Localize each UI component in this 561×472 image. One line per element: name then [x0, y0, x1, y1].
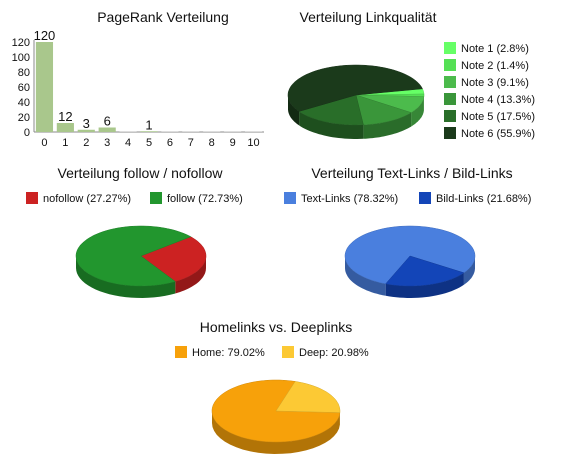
pie-slice-side: [76, 256, 176, 298]
data-label: 6: [104, 114, 111, 129]
pie-slice: [298, 94, 364, 126]
bar: [56, 123, 74, 132]
chart-linkqualitaet: Verteilung Linkqualität Note 1 (2.8%) Note…: [287, 9, 535, 140]
pie-slice-side: [345, 256, 386, 296]
chart-title: Verteilung Linkqualität: [300, 9, 437, 25]
pie-slice-side: [463, 256, 475, 285]
x-tick-label: 8: [209, 137, 215, 149]
legend-swatch: [444, 42, 456, 54]
y-tick-label: 40: [18, 97, 30, 109]
y-tick-label: 60: [18, 82, 30, 94]
pie-slice-side: [288, 95, 300, 126]
bar: [98, 127, 116, 132]
x-tick-label: 10: [247, 137, 259, 149]
y-tick-label: 100: [12, 52, 30, 64]
legend-swatch: [444, 110, 456, 122]
pie-slice: [275, 381, 341, 413]
legend-label: nofollow (27.27%): [43, 193, 131, 205]
data-label: 1: [145, 117, 152, 132]
legend-swatch: [282, 346, 294, 358]
legend-label: Text-Links (78.32%): [301, 193, 398, 205]
pie-slice: [344, 225, 476, 285]
legend-label: Note 2 (1.4%): [461, 60, 529, 72]
legend-swatch: [150, 192, 162, 204]
pie-slice: [140, 236, 207, 282]
pie-slice: [355, 94, 412, 126]
legend-swatch: [419, 192, 431, 204]
legend-label: Note 1 (2.8%): [461, 43, 529, 55]
pie-slice: [355, 94, 425, 113]
x-tick-label: 1: [62, 137, 68, 149]
legend-swatch: [444, 76, 456, 88]
bar: [161, 131, 179, 132]
legend-label: Note 5 (17.5%): [461, 111, 535, 123]
pie-slice: [385, 255, 465, 287]
pie-slice-side: [175, 256, 206, 294]
pie-slice-side: [363, 112, 412, 139]
chart-textbild: Verteilung Text-Links / Bild-Links Text-L…: [284, 165, 531, 298]
legend-label: follow (72.73%): [167, 193, 243, 205]
legend-label: Deep: 20.98%: [299, 347, 369, 359]
bar: [119, 131, 137, 132]
y-tick-label: 120: [12, 37, 30, 49]
legend-swatch: [444, 59, 456, 71]
x-tick-label: 9: [230, 137, 236, 149]
legend-label: Bild-Links (21.68%): [436, 193, 531, 205]
pie-slice: [75, 225, 192, 287]
legend-label: Note 6 (55.9%): [461, 128, 535, 140]
legend-label: Note 3 (9.1%): [461, 77, 529, 89]
pie-slice-side: [411, 96, 424, 127]
legend-swatch: [26, 192, 38, 204]
chart-title: Homelinks vs. Deeplinks: [200, 319, 353, 335]
pie-slice-side: [299, 111, 364, 139]
chart-title: PageRank Verteilung: [97, 9, 229, 25]
pie-slice: [287, 64, 423, 112]
x-tick-label: 3: [104, 137, 110, 149]
bar: [140, 131, 158, 132]
chart-homedeep: Homelinks vs. Deeplinks Home: 79.02% Deep:…: [175, 319, 369, 454]
bar: [244, 131, 263, 132]
data-label: 12: [58, 109, 72, 124]
y-tick-label: 20: [18, 112, 30, 124]
x-tick-label: 7: [188, 137, 194, 149]
y-tick-label: 0: [24, 127, 30, 139]
data-label: 3: [83, 116, 90, 131]
chart-title: Verteilung follow / nofollow: [58, 165, 224, 181]
legend-swatch: [444, 127, 456, 139]
bar: [35, 42, 54, 132]
x-tick-label: 4: [125, 137, 131, 149]
data-label: 120: [34, 28, 56, 43]
bar: [77, 129, 95, 132]
bar: [224, 131, 242, 132]
pie-slice-side: [212, 411, 340, 454]
chart-title: Verteilung Text-Links / Bild-Links: [311, 165, 512, 181]
chart-follow: Verteilung follow / nofollow nofollow (27…: [26, 165, 243, 298]
legend-swatch: [175, 346, 187, 358]
chart-pagerank: PageRank Verteilung 0 20 40 60 80 100 120 0 120 1 1…: [12, 9, 264, 149]
x-tick-label: 5: [146, 137, 152, 149]
legend-label: Home: 79.02%: [192, 347, 265, 359]
legend-swatch: [284, 192, 296, 204]
legend-swatch: [444, 93, 456, 105]
y-tick-label: 80: [18, 67, 30, 79]
bar: [203, 131, 221, 132]
x-tick-label: 2: [83, 137, 89, 149]
x-tick-label: 0: [41, 137, 47, 149]
legend-label: Note 4 (13.3%): [461, 94, 535, 106]
bar: [182, 131, 200, 132]
x-tick-label: 6: [167, 137, 173, 149]
